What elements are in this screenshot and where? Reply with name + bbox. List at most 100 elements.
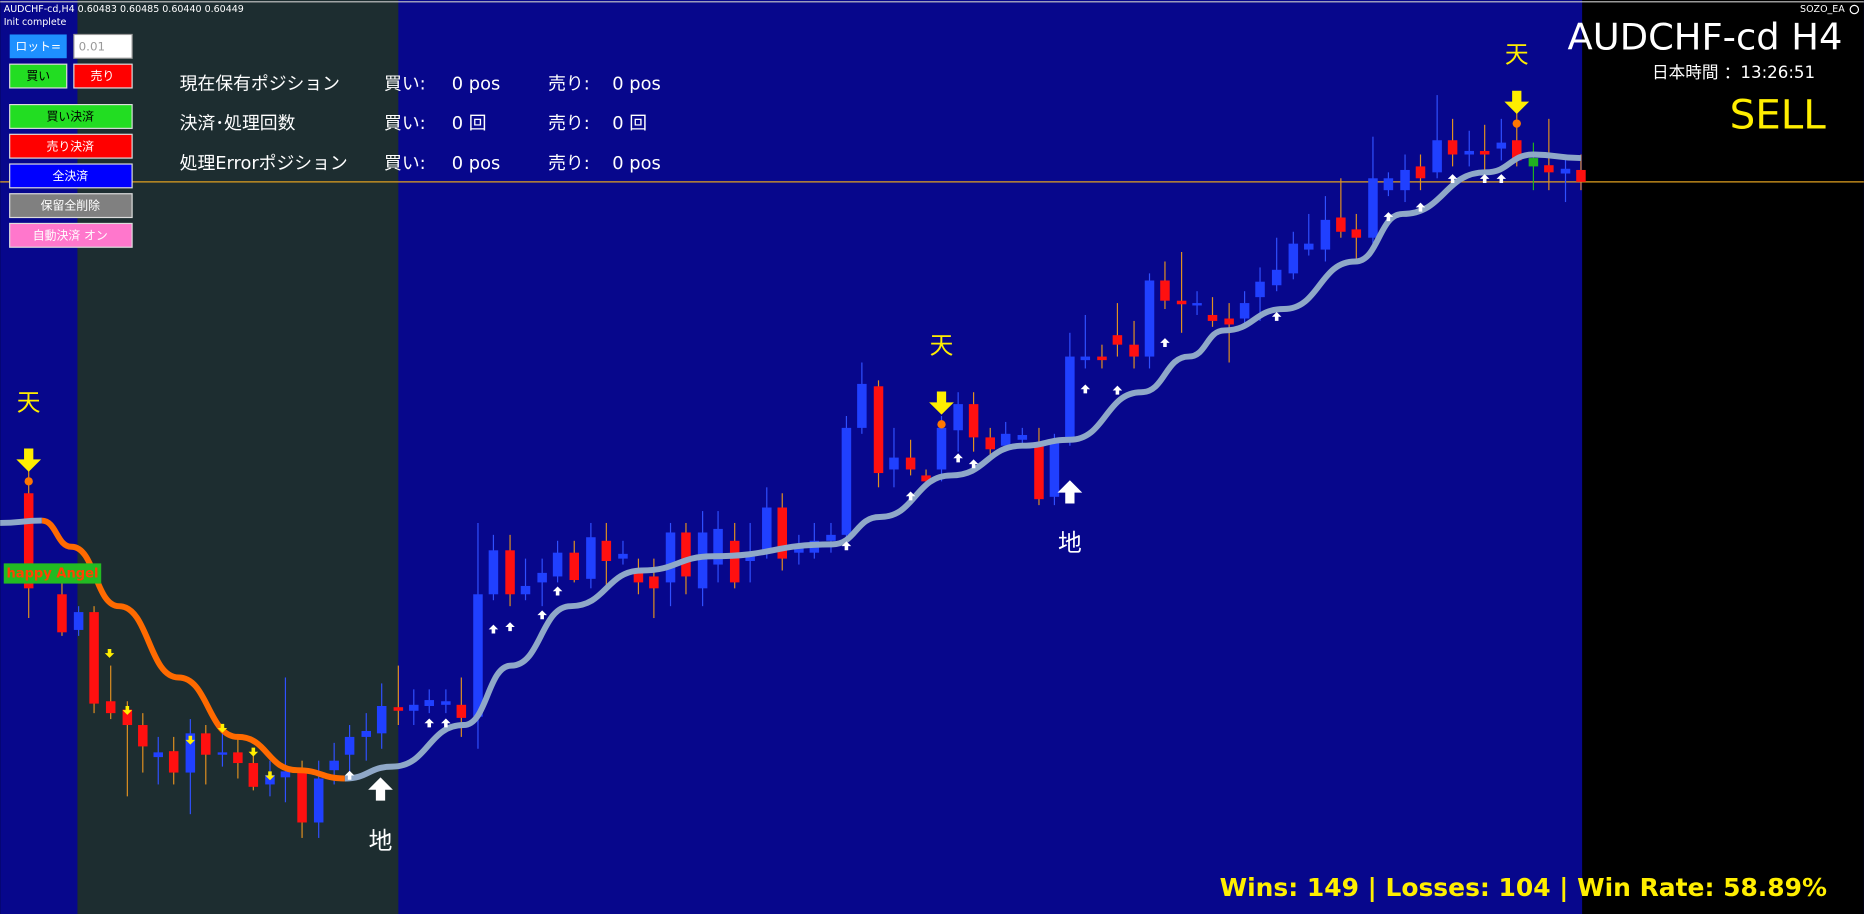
stats: Wins: 149 | Losses: 104 | Win Rate: 58.8… (1220, 873, 1827, 902)
candle-body (153, 752, 164, 758)
close-buy-button[interactable] (9, 103, 133, 129)
candle-body (905, 457, 916, 470)
candle-body (537, 572, 547, 583)
buy-button[interactable] (9, 63, 68, 89)
candle-body (1271, 269, 1282, 286)
close-sell-label: 売り決済 (47, 139, 95, 153)
badge: happy Angel (6, 567, 98, 582)
marker-label: 天 (17, 389, 41, 417)
symbol-info: AUDCHF-cd,H4 0.60483 0.60485 0.60440 0.6… (4, 4, 244, 15)
up-arrow (1447, 174, 1458, 184)
candle-body (1576, 169, 1586, 182)
up-arrow (1080, 384, 1091, 394)
buy-value: 0 pos (452, 153, 500, 174)
candle-body (794, 546, 804, 553)
up-arrow (552, 586, 563, 596)
candle-body (953, 404, 963, 431)
candle-body (841, 427, 852, 535)
sell-label: 売り: (548, 153, 590, 174)
candle-body (762, 507, 772, 553)
candle-body (1017, 435, 1028, 440)
candle-body (1080, 356, 1091, 361)
candle-body (936, 427, 947, 470)
star (937, 420, 946, 429)
sell-button[interactable] (73, 63, 133, 89)
up-arrow (1057, 480, 1083, 504)
sell-value: 0 回 (612, 113, 647, 134)
candle-body (713, 528, 723, 565)
auto-close-button[interactable] (9, 222, 133, 248)
close-buy-label: 買い決済 (47, 110, 95, 124)
buy-label: 買い: (384, 73, 426, 94)
candle-body (313, 778, 324, 823)
candle-body (569, 552, 579, 581)
up-arrow (1496, 174, 1507, 184)
candle-body (889, 457, 899, 470)
candle-body (217, 752, 228, 755)
candle-body (921, 475, 931, 482)
candle-body (393, 707, 404, 711)
candle-body (1432, 140, 1442, 173)
candle-body (1224, 318, 1234, 325)
candle-body (329, 760, 339, 771)
down-arrow (929, 391, 954, 415)
down-arrow (185, 735, 196, 745)
close-all-button[interactable] (9, 163, 133, 189)
buy-label: 買い: (384, 153, 426, 174)
star (24, 477, 33, 486)
up-arrow (1415, 202, 1426, 212)
down-arrow (122, 706, 133, 715)
candle-body (586, 537, 596, 579)
candle-body (1560, 168, 1571, 174)
candle-body (1447, 140, 1458, 155)
buy-label: 買い (26, 69, 50, 83)
down-arrow (217, 723, 228, 733)
up-arrow (441, 718, 451, 728)
candle-body (745, 556, 755, 561)
candle-body (1336, 217, 1346, 232)
candle-body (857, 383, 867, 428)
candle-body (1320, 219, 1331, 250)
candle-body (376, 706, 387, 734)
up-arrow (537, 610, 547, 620)
buy-label: 買い: (384, 113, 426, 134)
sell-label: 売り: (548, 73, 590, 94)
candle-body (409, 704, 419, 711)
candle-body (105, 701, 116, 714)
auto-close-label: 自動決済 オン (33, 228, 108, 242)
sell-value: 0 pos (612, 73, 660, 94)
candle-body (344, 736, 355, 755)
row-label: 決済･処理回数 (180, 113, 296, 134)
candle-body (649, 576, 659, 589)
candle-body (873, 386, 884, 474)
candle-body (1160, 280, 1170, 301)
candle-body (985, 437, 995, 450)
marker-label: 天 (1505, 40, 1529, 68)
candle-body (1479, 150, 1490, 155)
candle-body (201, 733, 211, 755)
candle-body (618, 553, 628, 559)
candle-body (729, 540, 740, 583)
position-info: 現在保有ポジション 買い: 0 pos 売り: 0 pos決済･処理回数 買い: 0 回売り… (180, 73, 661, 174)
marker-label: 天 (930, 332, 954, 360)
marker-label: 地 (1058, 529, 1082, 557)
candle-body (456, 704, 467, 718)
star (1512, 119, 1521, 128)
close-sell-button[interactable] (9, 133, 133, 159)
lot-input[interactable] (73, 33, 133, 59)
candle-body (122, 709, 133, 726)
up-arrow (344, 770, 355, 780)
candle-body (1129, 344, 1139, 357)
delete-pending-button[interactable] (9, 193, 133, 219)
up-arrow (1479, 174, 1490, 184)
candle-body (520, 585, 531, 595)
up-arrow (1271, 311, 1282, 321)
ea-name: SOZO_EA (1800, 4, 1845, 15)
down-arrow (265, 771, 275, 781)
candle-body (441, 701, 451, 705)
candle-body (1415, 166, 1426, 179)
lot-label-box (9, 34, 67, 59)
up-arrow (1112, 385, 1123, 395)
down-arrow (16, 448, 42, 472)
up-arrow (505, 622, 515, 632)
